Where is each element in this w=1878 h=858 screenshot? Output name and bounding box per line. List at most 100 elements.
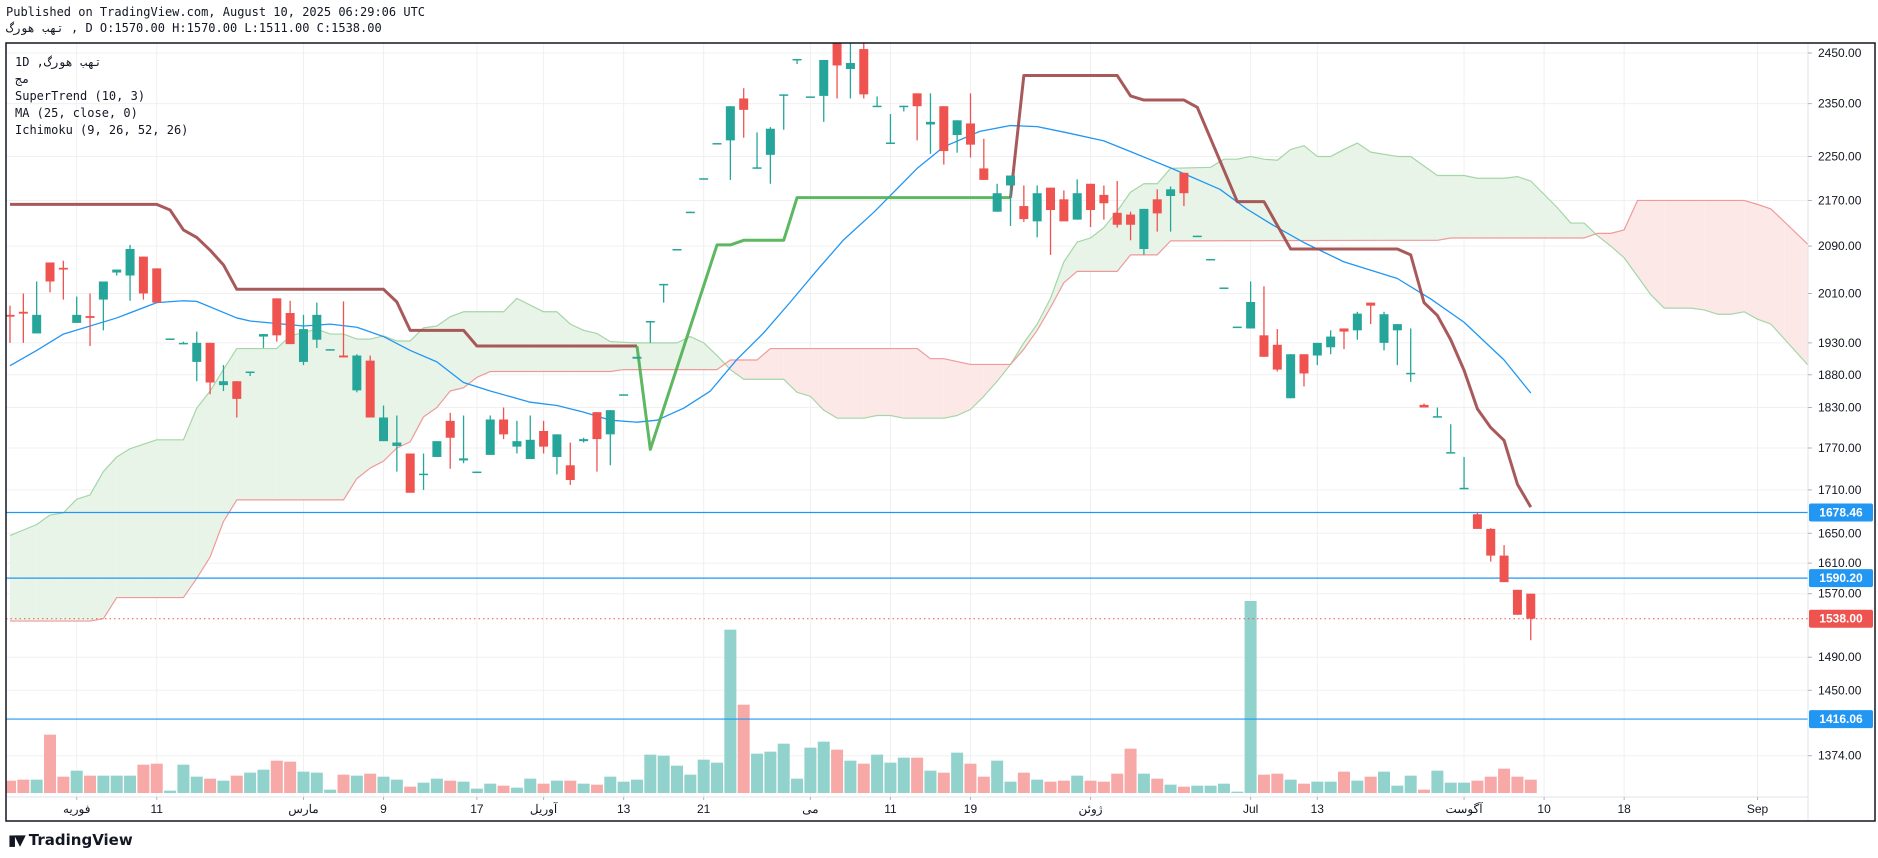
supertrend-down-line bbox=[10, 202, 637, 348]
ichimoku-cloud-segment bbox=[970, 364, 984, 410]
candle-body bbox=[712, 143, 722, 145]
candle bbox=[1126, 211, 1136, 241]
ichimoku-cloud-segment bbox=[156, 439, 171, 598]
ichimoku-cloud-segment bbox=[943, 358, 958, 419]
candle bbox=[1059, 190, 1069, 222]
candle-body bbox=[1112, 212, 1122, 225]
candle bbox=[525, 415, 535, 460]
candle-body bbox=[525, 439, 535, 460]
candle bbox=[1232, 326, 1242, 329]
candle-body bbox=[1126, 214, 1136, 225]
candle bbox=[605, 410, 615, 466]
candle-body bbox=[1326, 336, 1336, 348]
time-tick-label: آوریل bbox=[530, 801, 558, 816]
volume-bar bbox=[1378, 771, 1391, 793]
volume-bar bbox=[857, 763, 870, 793]
ichimoku-cloud-segment bbox=[596, 333, 611, 372]
tradingview-logo[interactable]: ▮▼ TradingView bbox=[8, 831, 133, 849]
volume-bar bbox=[724, 629, 737, 793]
ichimoku-cloud-segment bbox=[1450, 175, 1465, 238]
candle bbox=[992, 183, 1002, 212]
ichimoku-cloud-segment bbox=[330, 334, 344, 500]
time-tick-label: ژوئن bbox=[1079, 802, 1103, 816]
candle bbox=[419, 453, 429, 490]
candle bbox=[112, 269, 122, 276]
ichimoku-cloud-segment bbox=[250, 348, 264, 500]
ichimoku-cloud-segment bbox=[1650, 200, 1665, 309]
candle-body bbox=[592, 412, 602, 440]
price-tick-label: 1650.00 bbox=[1818, 526, 1862, 540]
candle-body bbox=[432, 441, 442, 457]
volume-bar bbox=[364, 773, 377, 793]
legend-symbol[interactable]: 1D ,تهب هورگ bbox=[15, 55, 102, 69]
candle bbox=[752, 132, 762, 169]
candle bbox=[1259, 286, 1269, 357]
candle bbox=[1219, 287, 1229, 289]
volume-bar bbox=[764, 751, 777, 793]
volume-bar bbox=[871, 754, 884, 793]
candle-body bbox=[272, 298, 282, 336]
ichimoku-cloud-segment bbox=[503, 298, 517, 372]
ichimoku-cloud-segment bbox=[76, 494, 91, 622]
candle bbox=[845, 43, 855, 99]
candle-body bbox=[1179, 172, 1189, 194]
volume-bar bbox=[284, 761, 297, 793]
candle bbox=[1006, 175, 1015, 226]
volume-bar bbox=[337, 774, 350, 793]
horizontal-line-price-badge bbox=[1809, 569, 1873, 588]
legend-ma[interactable]: MA (25, close, 0) bbox=[15, 106, 138, 120]
ichimoku-cloud-segment bbox=[724, 359, 731, 370]
ichimoku-cloud-segment bbox=[1317, 156, 1331, 241]
volume-bar bbox=[991, 760, 1004, 793]
candle-body bbox=[1072, 193, 1082, 220]
candle bbox=[1286, 354, 1296, 399]
volume-bar bbox=[457, 781, 470, 793]
price-tick-label: 1880.00 bbox=[1818, 368, 1862, 382]
volume-bar bbox=[244, 772, 257, 793]
legend-ichimoku[interactable]: Ichimoku (9, 26, 52, 26) bbox=[15, 123, 189, 137]
candle bbox=[779, 94, 789, 130]
candle bbox=[1459, 456, 1469, 490]
candle-body bbox=[1392, 324, 1402, 331]
candle bbox=[405, 453, 415, 493]
volume-bar bbox=[377, 776, 390, 793]
candle bbox=[365, 355, 375, 418]
candle bbox=[1379, 311, 1389, 351]
candle-body bbox=[1499, 555, 1509, 583]
candle-body bbox=[125, 249, 135, 276]
legend-supertrend[interactable]: SuperTrend (10, 3) bbox=[15, 89, 146, 103]
candle bbox=[632, 356, 642, 359]
time-tick-label: 18 bbox=[1617, 802, 1631, 816]
candle-body bbox=[85, 316, 95, 318]
volume-bar bbox=[1257, 774, 1270, 793]
candle-body bbox=[32, 314, 42, 334]
candle-body bbox=[739, 98, 749, 110]
volume-bar bbox=[777, 743, 790, 793]
ichimoku-cloud-segment bbox=[903, 348, 918, 419]
ichimoku-cloud-segment bbox=[1250, 156, 1264, 241]
candle bbox=[912, 93, 922, 141]
candle bbox=[592, 412, 602, 472]
volume-bar bbox=[190, 776, 203, 793]
volume-bar bbox=[204, 778, 217, 793]
candle-body bbox=[1219, 287, 1229, 289]
ichimoku-cloud-segment bbox=[116, 448, 131, 598]
volume-bar bbox=[1084, 780, 1097, 793]
candle bbox=[32, 281, 42, 334]
ichimoku-cloud-segment bbox=[890, 348, 904, 419]
volume-bar bbox=[1044, 781, 1057, 793]
volume-bar bbox=[951, 752, 964, 793]
candle-body bbox=[952, 120, 962, 136]
volume-bar bbox=[911, 757, 924, 793]
candle bbox=[258, 334, 268, 348]
candle-body bbox=[72, 314, 82, 323]
volume-bar bbox=[164, 790, 177, 793]
candle bbox=[939, 106, 949, 165]
ichimoku-cloud-segment bbox=[570, 324, 584, 372]
candle bbox=[1139, 208, 1149, 255]
candle-body bbox=[1419, 404, 1429, 408]
candle-body bbox=[539, 430, 549, 447]
ichimoku-cloud-segment bbox=[930, 358, 944, 419]
ichimoku-cloud-segment bbox=[423, 325, 437, 417]
